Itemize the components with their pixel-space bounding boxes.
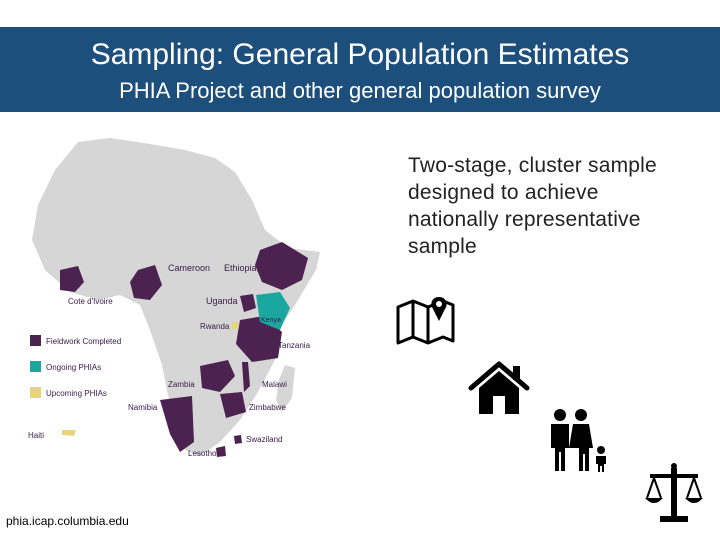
kenya-region xyxy=(256,292,290,330)
cameroon-region xyxy=(130,265,162,300)
lesotho-region xyxy=(216,446,226,457)
sampling-description: Two-stage, cluster sample designed to ac… xyxy=(408,154,657,258)
legend-swatch-ongoing xyxy=(30,361,41,372)
label-rwanda: Rwanda xyxy=(200,322,230,331)
slide-title: Sampling: General Population Estimates xyxy=(90,38,630,71)
source-url: phia.icap.columbia.edu xyxy=(6,514,129,528)
label-lesotho: Lesotho xyxy=(188,449,217,458)
rwanda-region xyxy=(232,322,238,329)
legend-label-ongoing: Ongoing PHIAs xyxy=(46,363,101,372)
madagascar-shape xyxy=(276,365,295,412)
tanzania-region xyxy=(236,316,282,362)
legend-swatch-upcoming xyxy=(30,387,41,398)
zambia-region xyxy=(200,360,235,392)
title-banner xyxy=(0,27,720,112)
malawi-region xyxy=(242,362,250,392)
swaziland-region xyxy=(234,435,242,444)
label-zambia: Zambia xyxy=(168,380,195,389)
label-cameroon: Cameroon xyxy=(168,263,210,273)
legend-label-upcoming: Upcoming PHIAs xyxy=(46,389,107,398)
slide-subtitle: PHIA Project and other general populatio… xyxy=(119,78,601,103)
label-haiti: Haiti xyxy=(28,431,44,440)
scales-icon xyxy=(645,463,703,522)
zimbabwe-region xyxy=(220,392,246,418)
label-cote-divoire: Cote d'Ivoire xyxy=(68,297,113,306)
label-kenya: Kenya xyxy=(261,317,281,324)
namibia-region xyxy=(160,396,194,452)
label-tanzania: Tanzania xyxy=(278,341,311,350)
map-pin-icon xyxy=(396,297,455,345)
africa-phia-map: Cameroon Ethiopia Cote d'Ivoire Uganda K… xyxy=(28,138,320,458)
label-malawi: Malawi xyxy=(262,380,287,389)
label-zimbabwe: Zimbabwe xyxy=(249,403,286,412)
label-namibia: Namibia xyxy=(128,403,158,412)
family-icon xyxy=(551,409,606,472)
label-swaziland: Swaziland xyxy=(246,435,282,444)
legend-swatch-completed xyxy=(30,335,41,346)
legend-label-completed: Fieldwork Completed xyxy=(46,337,121,346)
house-icon xyxy=(468,361,530,414)
ethiopia-region xyxy=(255,242,308,290)
label-uganda: Uganda xyxy=(206,296,238,306)
uganda-region xyxy=(240,294,256,312)
cote-divoire-region xyxy=(60,266,84,292)
haiti-region xyxy=(62,430,76,436)
label-ethiopia: Ethiopia xyxy=(224,263,257,273)
